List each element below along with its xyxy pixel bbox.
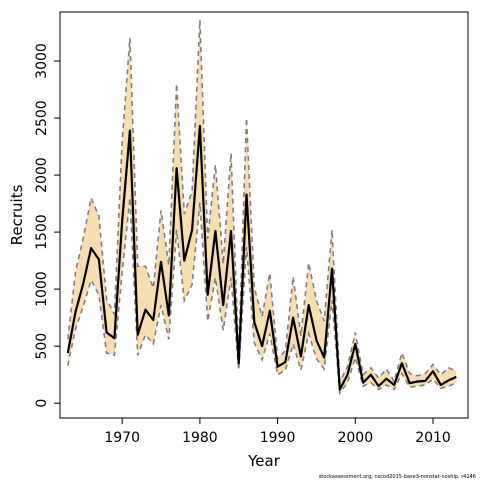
x-tick-label: 1990	[260, 430, 296, 446]
x-tick-label: 2010	[415, 430, 451, 446]
y-axis: 0 500 1000 1500 2000 2500 3000	[34, 43, 60, 408]
y-axis-title: Recruits	[8, 184, 26, 245]
y-tick-label: 500	[34, 333, 50, 360]
plot-area	[66, 19, 457, 396]
upper-bound-line	[67, 19, 457, 385]
estimate-line	[66, 124, 457, 391]
y-tick-label: 1000	[34, 271, 50, 307]
x-tick-label: 1970	[104, 430, 140, 446]
footer-note: stockassessment.org, nscod2015-base3-non…	[319, 474, 476, 480]
y-tick-label: 1500	[34, 214, 50, 250]
y-tick-label: 2500	[34, 100, 50, 136]
y-tick-label: 0	[34, 399, 50, 408]
plot-frame	[59, 11, 469, 419]
x-axis-title: Year	[247, 452, 281, 470]
y-tick-label: 3000	[34, 43, 50, 79]
lower-bound-line	[67, 197, 457, 396]
confidence-band	[67, 20, 457, 393]
x-tick-label: 1980	[182, 430, 218, 446]
x-axis: 1970 1980 1990 2000 2010	[104, 418, 451, 446]
x-tick-label: 2000	[337, 430, 373, 446]
y-tick-label: 2000	[34, 157, 50, 193]
